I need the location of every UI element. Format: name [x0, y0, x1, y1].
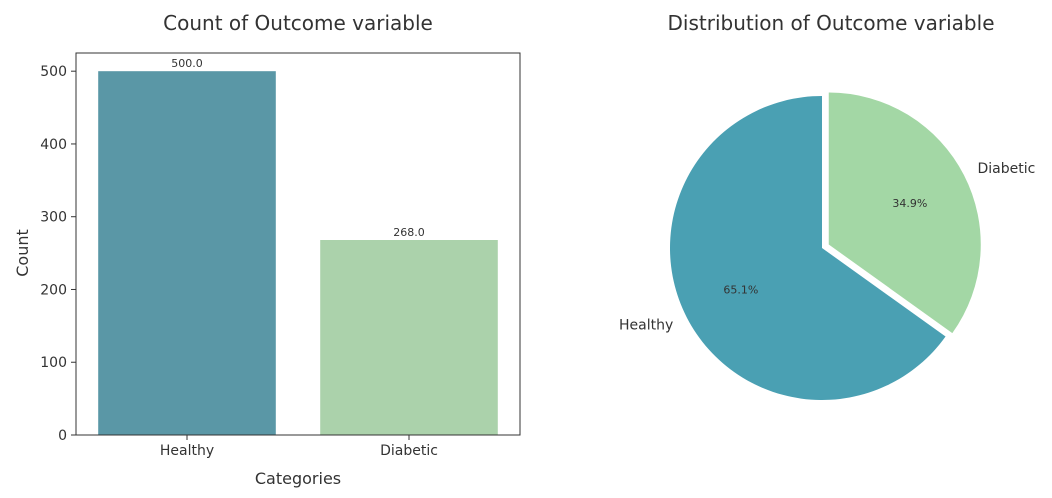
pie-percent-label-diabetic: 34.9% [892, 197, 927, 210]
bar-chart-x-axis-label: Categories [255, 469, 341, 488]
bar-data-label-diabetic: 268.0 [393, 226, 425, 239]
bar-chart: Count of Outcome variable Count Categori… [13, 11, 521, 488]
y-tick-label: 0 [58, 428, 67, 444]
pie-chart-slices: 65.1% Healthy 34.9% Diabetic [619, 92, 1035, 400]
x-tick-label-diabetic: Diabetic [380, 443, 438, 459]
pie-chart-title: Distribution of Outcome variable [668, 11, 995, 35]
y-tick-label: 500 [40, 64, 67, 80]
y-tick-label: 200 [40, 282, 67, 298]
pie-label-diabetic: Diabetic [977, 161, 1035, 177]
y-tick-label: 400 [40, 137, 67, 153]
x-tick-label-healthy: Healthy [160, 443, 214, 459]
bar-healthy [98, 71, 276, 435]
bar-chart-title: Count of Outcome variable [163, 11, 433, 35]
y-tick-label: 100 [40, 355, 67, 371]
bar-chart-y-axis-label: Count [13, 229, 32, 277]
pie-slice-diabetic [828, 92, 981, 334]
bar-diabetic [320, 239, 498, 435]
y-tick-label: 300 [40, 210, 67, 226]
pie-label-healthy: Healthy [619, 317, 673, 333]
pie-slice-healthy [669, 96, 946, 400]
bar-chart-x-ticks: Healthy Diabetic [160, 435, 438, 459]
pie-chart: Distribution of Outcome variable 65.1% He… [619, 11, 1035, 400]
bar-data-label-healthy: 500.0 [171, 57, 203, 70]
bar-chart-bars: 500.0 268.0 [98, 57, 498, 435]
pie-percent-label-healthy: 65.1% [723, 284, 758, 297]
bar-chart-plot-frame [75, 52, 521, 436]
bar-chart-y-ticks: 0 100 200 300 400 500 [40, 64, 76, 444]
